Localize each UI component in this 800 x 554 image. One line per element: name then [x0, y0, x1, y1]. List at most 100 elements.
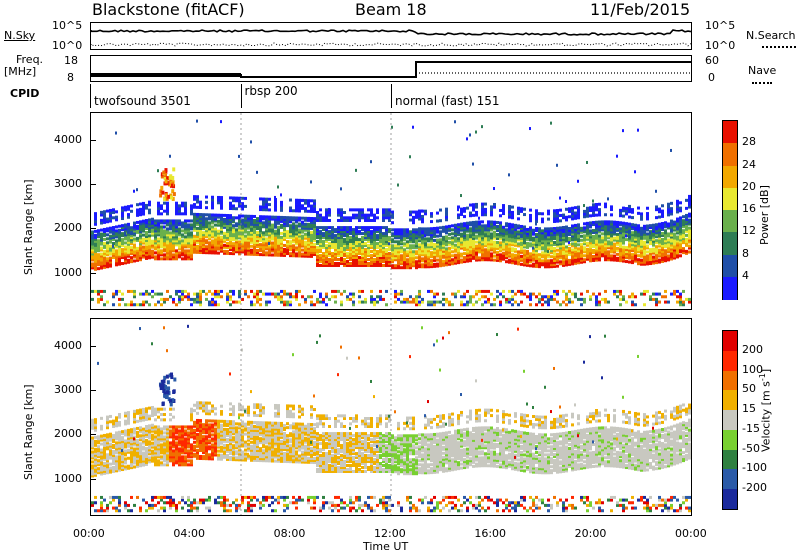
heatmap-cell	[175, 209, 178, 213]
heatmap-cell	[205, 249, 208, 253]
heatmap-cell	[556, 236, 559, 240]
heatmap-cell	[364, 300, 367, 304]
heatmap-cell	[373, 261, 376, 265]
heatmap-cell	[244, 289, 247, 293]
heatmap-cell	[595, 250, 598, 254]
heatmap-cell	[145, 252, 148, 256]
nave-tick-top: 60	[705, 54, 719, 67]
heatmap-cell	[94, 249, 97, 253]
heatmap-cell	[145, 230, 148, 234]
heatmap-cell	[190, 303, 193, 307]
heatmap-cell	[370, 230, 373, 234]
heatmap-cell	[319, 218, 322, 222]
heatmap-cell	[298, 246, 301, 250]
heatmap-cell	[178, 221, 181, 225]
heatmap-cell	[607, 300, 610, 304]
heatmap-cell	[232, 226, 235, 230]
heatmap-cell	[178, 209, 181, 213]
heatmap-cell	[424, 227, 427, 231]
heatmap-cell	[211, 247, 214, 251]
heatmap-cell	[190, 233, 193, 237]
heatmap-cell	[181, 212, 184, 216]
heatmap-cell	[409, 256, 412, 260]
heatmap-cell	[274, 215, 277, 219]
heatmap-cell	[259, 217, 262, 221]
heatmap-cell	[412, 215, 415, 219]
heatmap-cell	[133, 451, 136, 455]
heatmap-cell	[325, 303, 328, 307]
heatmap-cell	[235, 242, 238, 246]
heatmap-cell	[142, 229, 145, 233]
heatmap-cell	[499, 233, 502, 237]
heatmap-cell	[454, 229, 457, 233]
heatmap-cell	[361, 254, 364, 258]
heatmap-cell	[118, 434, 121, 438]
heatmap-cell	[286, 300, 289, 304]
heatmap-cell	[238, 295, 241, 299]
heatmap-cell	[466, 241, 469, 245]
heatmap-cell	[166, 231, 169, 235]
heatmap-cell	[673, 222, 676, 226]
heatmap-cell	[322, 254, 325, 258]
heatmap-cell	[421, 259, 424, 263]
heatmap-cell	[439, 246, 442, 250]
heatmap-cell	[622, 233, 625, 237]
heatmap-cell	[250, 140, 252, 144]
heatmap-cell	[553, 260, 556, 264]
heatmap-cell	[265, 233, 268, 237]
heatmap-cell	[292, 244, 295, 248]
heatmap-cell	[163, 209, 166, 213]
heatmap-cell	[580, 297, 583, 301]
heatmap-cell	[130, 209, 133, 213]
heatmap-cell	[676, 227, 679, 231]
heatmap-cell	[265, 237, 268, 241]
heatmap-cell	[364, 242, 367, 246]
heatmap-cell	[166, 289, 169, 293]
heatmap-cell	[646, 258, 649, 262]
heatmap-cell	[178, 223, 181, 227]
heatmap-cell	[373, 240, 376, 244]
heatmap-cell	[97, 439, 100, 443]
heatmap-cell	[118, 444, 121, 448]
heatmap-cell	[622, 209, 625, 213]
heatmap-cell	[469, 255, 472, 259]
heatmap-cell	[307, 254, 310, 258]
heatmap-cell	[277, 235, 280, 239]
heatmap-cell	[418, 214, 421, 218]
heatmap-cell	[667, 208, 670, 212]
heatmap-cell	[325, 240, 328, 244]
heatmap-cell	[313, 251, 316, 255]
heatmap-cell	[337, 252, 340, 256]
heatmap-cell	[262, 239, 265, 243]
heatmap-cell	[208, 235, 211, 239]
heatmap-cell	[265, 205, 268, 209]
heatmap-cell	[295, 209, 298, 213]
heatmap-cell	[688, 200, 691, 204]
heatmap-cell	[586, 160, 588, 164]
heatmap-cell	[532, 240, 535, 244]
heatmap-cell	[316, 228, 319, 232]
heatmap-cell	[298, 254, 301, 258]
heatmap-cell	[571, 236, 574, 240]
heatmap-cell	[208, 303, 211, 307]
heatmap-cell	[676, 229, 679, 233]
heatmap-cell	[328, 234, 331, 238]
heatmap-cell	[121, 254, 124, 258]
heatmap-cell	[460, 194, 462, 198]
heatmap-cell	[439, 240, 442, 244]
heatmap-cell	[514, 235, 517, 239]
heatmap-cell	[133, 229, 136, 233]
heatmap-cell	[181, 295, 184, 299]
heatmap-cell	[175, 233, 178, 237]
heatmap-cell	[115, 263, 118, 267]
heatmap-cell	[286, 248, 289, 252]
heatmap-cell	[364, 232, 367, 236]
heatmap-cell	[97, 289, 100, 293]
heatmap-cell	[565, 235, 568, 239]
heatmap-cell	[139, 238, 142, 242]
heatmap-cell	[244, 236, 247, 240]
heatmap-cell	[352, 238, 355, 242]
heatmap-cell	[211, 203, 214, 207]
heatmap-cell	[295, 234, 298, 238]
heatmap-cell	[94, 428, 97, 432]
